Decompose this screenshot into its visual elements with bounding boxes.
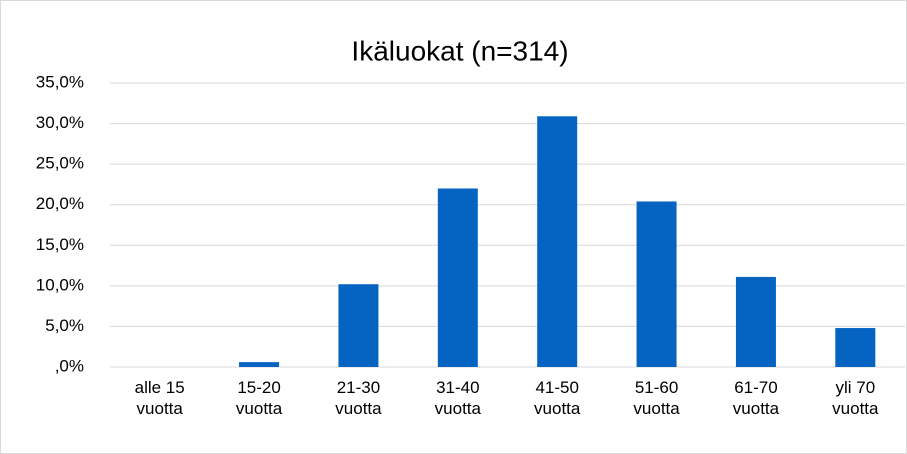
x-tick-label: 31-40 vuotta: [434, 378, 481, 418]
bar: [835, 328, 876, 367]
x-tick-label: 15-20 vuotta: [235, 378, 283, 418]
x-tick-label: 41-50 vuotta: [534, 378, 581, 418]
y-tick-label: ,0%: [55, 356, 84, 375]
y-tick-label: 35,0%: [36, 72, 84, 91]
y-tick-label: 15,0%: [36, 235, 84, 254]
y-tick-label: 20,0%: [36, 194, 84, 213]
y-tick-label: 5,0%: [45, 316, 84, 335]
bar: [735, 276, 776, 367]
chart-title: Ikäluokat (n=314): [351, 35, 568, 66]
y-tick-label: 25,0%: [36, 154, 84, 173]
bar: [537, 116, 578, 367]
y-tick-label: 10,0%: [36, 275, 84, 294]
x-tick-label: yli 70 vuotta: [832, 378, 879, 418]
x-tick-label: 21-30 vuotta: [335, 378, 382, 418]
x-tick-label: alle 15 vuotta: [134, 378, 185, 418]
bar: [239, 362, 280, 367]
bar: [636, 201, 677, 367]
x-tick-label: 51-60 vuotta: [633, 378, 680, 418]
y-tick-label: 30,0%: [36, 113, 84, 132]
bar: [338, 284, 379, 367]
x-tick-label: 61-70 vuotta: [732, 378, 780, 418]
bar: [437, 188, 478, 367]
